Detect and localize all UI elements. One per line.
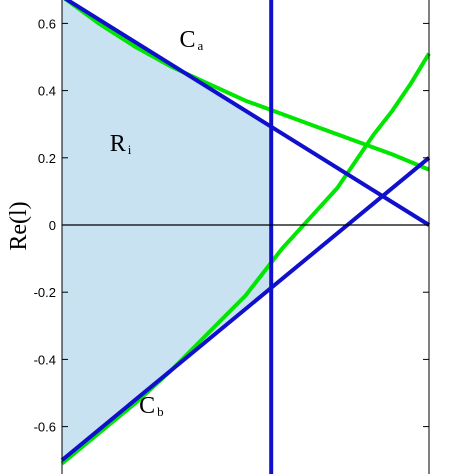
y-tick-label: 0 (49, 218, 56, 233)
y-tick-label: -0.2 (34, 285, 56, 300)
y-tick-label: -0.6 (34, 420, 56, 435)
annotation-subscript: a (197, 38, 203, 53)
series-lower-green (60, 52, 431, 466)
axes-layer: 0.6 0.4 0.2 0 -0.2 -0.4 -0.6 (34, 0, 430, 474)
shaded-region (62, 0, 272, 461)
series-upper-blue-line (63, 0, 431, 227)
region-layer (62, 0, 272, 461)
series-lower-blue-line (60, 156, 431, 462)
annotation-subscript: i (128, 142, 132, 157)
y-tick-label: -0.4 (34, 352, 56, 367)
y-tick-label: 0.2 (38, 151, 56, 166)
annotation-label: C (139, 393, 155, 419)
y-axis-label: Re(l) (6, 201, 32, 250)
y-tick-label: 0.6 (38, 16, 56, 31)
annotation-subscript: b (157, 404, 164, 419)
annotation-label: C (179, 27, 195, 53)
annotation-label: R (110, 131, 126, 157)
y-tick-label: 0.4 (38, 84, 56, 99)
lines-layer (60, 0, 431, 474)
